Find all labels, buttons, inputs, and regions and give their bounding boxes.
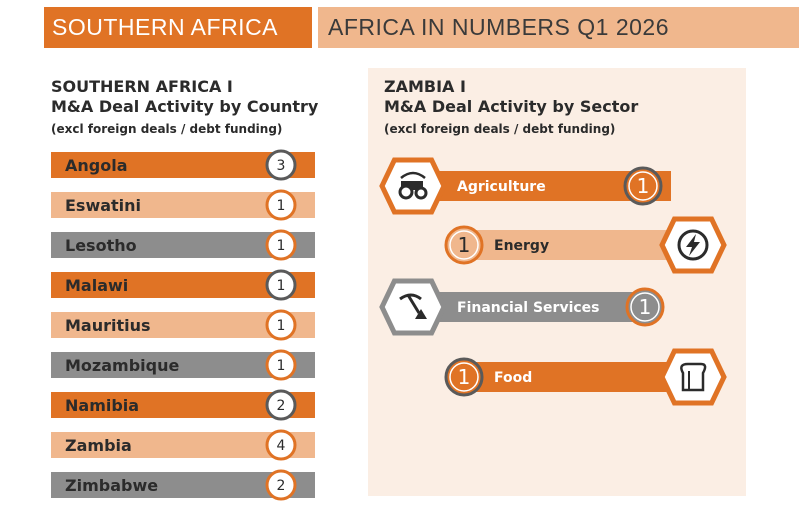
country-bar-group: Mauritius 1 bbox=[51, 309, 315, 341]
country-bar-group: Lesotho 1 bbox=[51, 229, 315, 261]
country-bar-group: Eswatini 1 bbox=[51, 189, 315, 221]
country-value-badge bbox=[265, 269, 297, 301]
country-bar-group: Zambia 4 bbox=[51, 429, 315, 461]
sector-chart-title-line1: ZAMBIA I bbox=[384, 77, 466, 96]
sector-value-badge-inner bbox=[449, 230, 479, 260]
sector-label: Energy bbox=[494, 238, 549, 254]
sector-label: Financial Services bbox=[457, 300, 600, 316]
sector-value-badge bbox=[444, 225, 484, 265]
sector-value-badge bbox=[625, 287, 665, 327]
sector-chart-title-line2: M&A Deal Activity by Sector bbox=[384, 97, 639, 116]
country-value-badge bbox=[265, 349, 297, 381]
sector-chart-title: ZAMBIA I M&A Deal Activity by Sector bbox=[384, 77, 638, 117]
country-value-badge bbox=[265, 149, 297, 181]
country-bar-group: Namibia 2 bbox=[51, 389, 315, 421]
country-value-badge bbox=[265, 429, 297, 461]
sector-bar-group: Financial Services 1 bbox=[379, 278, 665, 336]
country-chart-title: SOUTHERN AFRICA I M&A Deal Activity by C… bbox=[51, 77, 318, 117]
sector-label: Food bbox=[494, 370, 532, 386]
country-value: 1 bbox=[277, 198, 286, 214]
country-bar-group: Angola 3 bbox=[51, 149, 315, 181]
sector-value: 1 bbox=[458, 365, 471, 389]
sector-icon-hexagon bbox=[379, 278, 447, 336]
country-value: 2 bbox=[277, 478, 286, 494]
lightning-icon bbox=[677, 229, 709, 261]
country-label: Zambia bbox=[65, 436, 132, 455]
country-chart-title-line2: M&A Deal Activity by Country bbox=[51, 97, 319, 116]
sector-value-badge-inner bbox=[628, 171, 658, 201]
sector-bar bbox=[425, 292, 647, 322]
country-label: Zimbabwe bbox=[65, 476, 158, 495]
country-value: 3 bbox=[277, 158, 286, 174]
country-value: 1 bbox=[277, 278, 286, 294]
sector-bar bbox=[452, 362, 700, 392]
country-label: Angola bbox=[65, 156, 128, 175]
country-value-badge bbox=[265, 309, 297, 341]
country-value: 4 bbox=[277, 438, 286, 454]
country-value-badge bbox=[265, 229, 297, 261]
sector-bar-group: Food 1 bbox=[444, 348, 727, 406]
country-chart-subtitle: (excl foreign deals / debt funding) bbox=[51, 122, 283, 136]
sector-value-badge-inner bbox=[630, 292, 660, 322]
mining-icon bbox=[399, 293, 427, 319]
header-report-title: AFRICA IN NUMBERS Q1 2026 bbox=[318, 7, 799, 48]
sector-chart-subtitle: (excl foreign deals / debt funding) bbox=[384, 122, 616, 136]
bread-icon bbox=[680, 362, 707, 392]
country-label: Mozambique bbox=[65, 356, 179, 375]
country-bar-group: Zimbabwe 2 bbox=[51, 469, 315, 501]
country-bar-group: Malawi 1 bbox=[51, 269, 315, 301]
header-region: SOUTHERN AFRICA bbox=[44, 7, 312, 48]
sector-value-badge bbox=[444, 357, 484, 397]
country-value: 1 bbox=[277, 318, 286, 334]
sector-value: 1 bbox=[639, 295, 652, 319]
sector-value: 1 bbox=[458, 233, 471, 257]
country-value-badge bbox=[265, 469, 297, 501]
tractor-icon bbox=[398, 171, 428, 200]
country-chart-title-line1: SOUTHERN AFRICA I bbox=[51, 77, 233, 96]
country-label: Namibia bbox=[65, 396, 139, 415]
sector-bar-group: Agriculture 1 bbox=[379, 157, 671, 215]
country-value-badge bbox=[265, 189, 297, 221]
country-bar-group: Mozambique 1 bbox=[51, 349, 315, 381]
sector-label: Agriculture bbox=[457, 179, 546, 195]
country-value: 2 bbox=[277, 398, 286, 414]
sector-value-badge bbox=[623, 166, 663, 206]
country-value: 1 bbox=[277, 358, 286, 374]
country-label: Eswatini bbox=[65, 196, 141, 215]
sector-value: 1 bbox=[637, 174, 650, 198]
sector-bar-group: Energy 1 bbox=[444, 216, 727, 274]
country-value: 1 bbox=[277, 238, 286, 254]
country-value-badge bbox=[265, 389, 297, 421]
sector-bar bbox=[452, 230, 700, 260]
country-label: Mauritius bbox=[65, 316, 151, 335]
sector-value-badge-inner bbox=[449, 362, 479, 392]
country-label: Malawi bbox=[65, 276, 128, 295]
country-label: Lesotho bbox=[65, 236, 137, 255]
